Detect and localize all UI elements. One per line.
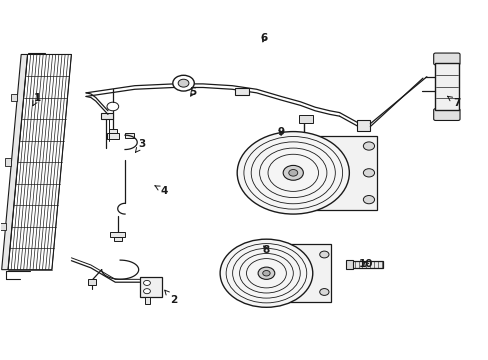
Circle shape — [283, 165, 303, 180]
Circle shape — [363, 169, 374, 177]
Bar — [5, 158, 11, 166]
Circle shape — [319, 251, 328, 258]
Bar — [304, 156, 326, 165]
Circle shape — [319, 289, 328, 296]
Bar — [125, 134, 134, 138]
Bar — [434, 63, 458, 110]
Circle shape — [237, 132, 348, 214]
Text: 10: 10 — [358, 259, 373, 269]
Text: 7: 7 — [447, 96, 459, 108]
Circle shape — [288, 170, 297, 176]
Bar — [234, 88, 249, 95]
Bar — [0, 223, 5, 230]
Bar — [298, 136, 377, 210]
Polygon shape — [1, 54, 27, 270]
Circle shape — [143, 289, 150, 294]
Text: 2: 2 — [164, 290, 177, 305]
Circle shape — [172, 75, 194, 91]
Polygon shape — [8, 54, 71, 270]
Bar — [140, 277, 161, 297]
Text: 8: 8 — [262, 245, 269, 255]
Text: 1: 1 — [33, 93, 41, 106]
Bar — [88, 279, 96, 285]
Bar — [298, 116, 312, 123]
Bar — [11, 94, 17, 101]
Circle shape — [262, 270, 269, 276]
Bar — [110, 232, 125, 237]
Bar — [107, 134, 119, 139]
FancyBboxPatch shape — [433, 109, 459, 121]
Bar — [144, 297, 150, 305]
Bar — [304, 180, 326, 190]
Bar — [345, 260, 352, 269]
Bar — [114, 237, 122, 241]
Circle shape — [258, 267, 274, 279]
Circle shape — [363, 142, 374, 150]
Bar — [109, 129, 117, 134]
Circle shape — [143, 280, 150, 285]
Text: 4: 4 — [155, 186, 167, 196]
Bar — [270, 244, 330, 302]
Text: 5: 5 — [189, 87, 197, 97]
Circle shape — [107, 102, 119, 111]
FancyBboxPatch shape — [433, 53, 459, 65]
Circle shape — [178, 79, 188, 87]
Text: 6: 6 — [260, 33, 267, 43]
Bar — [101, 113, 113, 119]
Text: 9: 9 — [277, 127, 284, 136]
Bar — [351, 261, 383, 267]
Bar — [356, 120, 369, 131]
Circle shape — [220, 239, 312, 307]
Circle shape — [363, 195, 374, 204]
Text: 3: 3 — [135, 139, 145, 152]
